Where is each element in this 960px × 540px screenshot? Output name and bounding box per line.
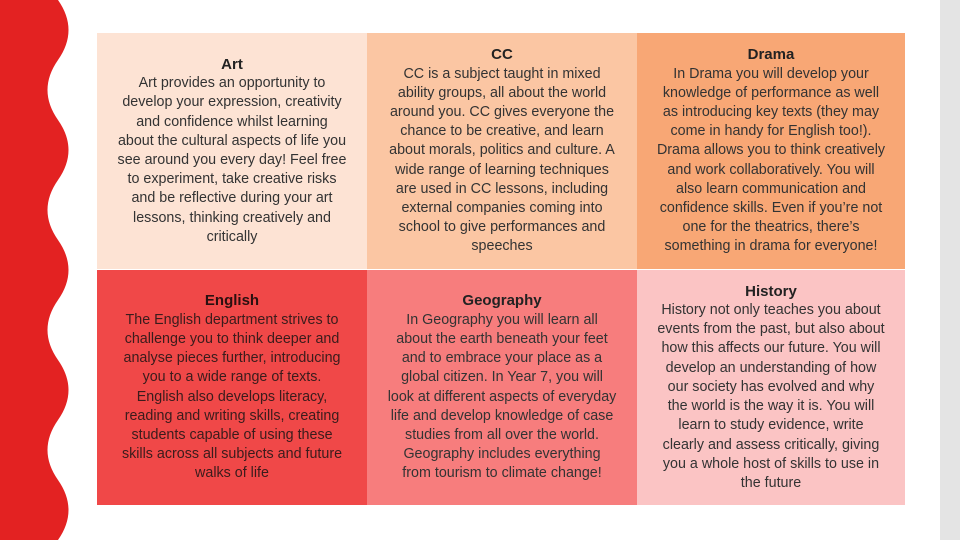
- description-line: In Geography you will learn all: [406, 311, 598, 328]
- description-line: History not only teaches you about: [661, 302, 881, 319]
- description-line: and work collaboratively. You will: [667, 161, 875, 178]
- description-line: students capable of using these: [131, 426, 333, 443]
- left-wave: [0, 0, 69, 540]
- description-line: The English department strives to: [125, 311, 339, 328]
- subject-heading: English: [204, 292, 260, 310]
- description-line: our society has evolved and why: [667, 378, 875, 395]
- description-line: global citizen. In Year 7, you will: [401, 369, 603, 386]
- description-line: school to give performances and: [398, 219, 606, 236]
- description-line: and be reflective during your art: [131, 190, 333, 207]
- description-line: lessons, thinking creatively and: [133, 209, 331, 226]
- description-line: chance to be creative, and learn: [400, 123, 604, 140]
- description-line: skills across all subjects and future: [121, 446, 343, 463]
- description-line: In Drama you will develop your: [673, 65, 869, 82]
- description-line: Art provides an opportunity to: [138, 75, 326, 92]
- description-line: are used in CC lessons, including: [395, 180, 609, 197]
- description-line: one for the theatrics, there’s: [682, 219, 860, 236]
- description-line: and confidence whilst learning: [136, 113, 328, 130]
- right-strip: [940, 0, 960, 540]
- description-line: from tourism to climate change!: [402, 465, 602, 482]
- subject-cell: Drama In Drama you will develop your knowl…: [637, 33, 905, 269]
- description-line: about the cultural aspects of life you: [117, 132, 347, 149]
- description-line: speeches: [471, 238, 533, 255]
- description-line: events from the past, but also about: [657, 321, 885, 338]
- description-line: come in handy for English too!).: [670, 123, 872, 140]
- description-line: clearly and assess critically, giving: [662, 436, 880, 453]
- description-line: the future: [740, 474, 802, 491]
- description-line: life and develop knowledge of case: [390, 407, 614, 424]
- description-line: Geography includes everything: [403, 446, 601, 463]
- description-line: the world is the way it is. You will: [667, 398, 875, 415]
- description-line: to experiment, take creative risks: [127, 171, 337, 188]
- description-line: studies from all over the world.: [405, 426, 599, 443]
- subject-heading: Geography: [462, 292, 542, 310]
- description-line: how this affects our future. You will: [661, 340, 881, 357]
- description-line: and to embrace your place as a: [401, 350, 603, 367]
- subject-table: Art Art provides an opportunity to develop…: [97, 33, 905, 505]
- description-line: wide range of learning techniques: [395, 161, 609, 178]
- description-line: you to a wide range of texts.: [142, 369, 322, 386]
- subject-cell: Art Art provides an opportunity to develop…: [97, 33, 367, 269]
- description-line: see around you every day! Feel free: [117, 152, 347, 168]
- description-line: about the earth beneath your feet: [396, 330, 608, 347]
- description-line: you a whole host of skills to use in: [662, 455, 880, 472]
- description-line: also learn communication and: [676, 180, 866, 197]
- description-line: learn to study evidence, write: [678, 417, 864, 434]
- description-line: walks of life: [195, 465, 269, 482]
- subject-cell: Geography In Geography you will learn all…: [367, 269, 637, 505]
- description-line: develop an understanding of how: [665, 359, 877, 376]
- description-line: analyse pieces further, introducing: [123, 350, 341, 367]
- description-line: knowledge of performance as well: [662, 84, 880, 101]
- description-line: confidence skills. Even if you’re not: [659, 200, 883, 216]
- description-line: around you. CC gives everyone the: [389, 103, 615, 120]
- subject-cell: History History not only teaches you abou…: [637, 269, 905, 505]
- description-line: CC is a subject taught in mixed: [403, 65, 601, 82]
- description-line: ability groups, all about the world: [397, 84, 607, 101]
- description-line: reading and writing skills, creating: [124, 407, 340, 424]
- description-line: Drama allows you to think creatively: [656, 142, 886, 159]
- description-line: develop your expression, creativity: [122, 94, 342, 111]
- description-line: critically: [206, 228, 258, 245]
- description-line: as introducing key texts (they may: [662, 103, 880, 120]
- description-line: challenge you to think deeper and: [124, 330, 340, 347]
- description-line: look at different aspects of everyday: [387, 388, 617, 405]
- description-line: about morals, politics and culture. A: [389, 142, 615, 159]
- subject-heading: Drama: [747, 46, 795, 64]
- subject-heading: History: [745, 282, 797, 300]
- subject-heading: Art: [221, 55, 243, 73]
- subject-heading: CC: [491, 46, 513, 64]
- description-line: English also develops literacy,: [136, 388, 328, 405]
- subject-cell: English The English department strives to…: [97, 269, 367, 505]
- description-line: external companies coming into: [401, 200, 603, 216]
- description-line: something in drama for everyone!: [664, 238, 878, 255]
- subject-cell: CC CC is a subject taught in mixed ability…: [367, 33, 637, 269]
